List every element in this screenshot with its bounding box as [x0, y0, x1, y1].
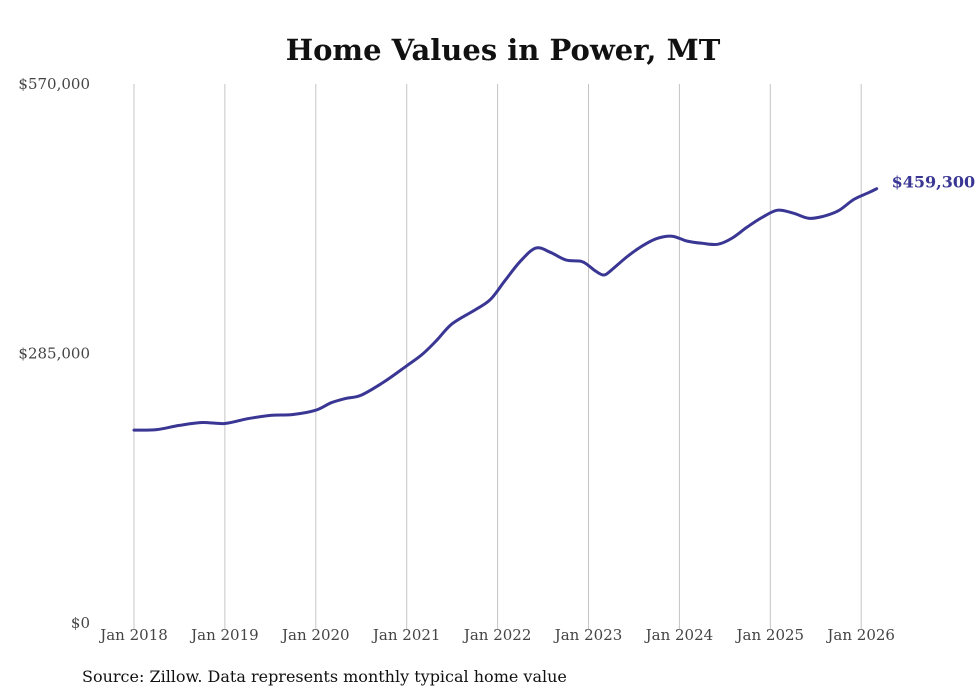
- y-axis-ticks: $0 $285,000 $570,000: [18, 75, 90, 632]
- x-tick-label: Jan 2024: [644, 626, 714, 644]
- source-note: Source: Zillow. Data represents monthly …: [82, 667, 567, 686]
- x-tick-label: Jan 2021: [371, 626, 441, 644]
- series-line-0: [132, 187, 879, 432]
- end-value-label: $459,300: [892, 173, 976, 192]
- series-layer: $459,300: [132, 173, 976, 432]
- x-tick-label: Jan 2018: [98, 626, 168, 644]
- y-tick-label: $285,000: [18, 345, 90, 363]
- y-tick-label: $570,000: [18, 75, 90, 93]
- x-tick-label: Jan 2020: [280, 626, 350, 644]
- y-tick-label: $0: [71, 614, 90, 632]
- gridlines: [133, 84, 862, 629]
- chart-title: Home Values in Power, MT: [286, 33, 721, 67]
- x-tick-label: Jan 2022: [462, 626, 532, 644]
- x-tick-label: Jan 2026: [825, 626, 895, 644]
- x-tick-label: Jan 2023: [553, 626, 623, 644]
- x-tick-label: Jan 2019: [189, 626, 259, 644]
- x-tick-label: Jan 2025: [735, 626, 805, 644]
- x-axis-ticks: Jan 2018 Jan 2019 Jan 2020 Jan 2021 Jan 2022…: [98, 626, 895, 644]
